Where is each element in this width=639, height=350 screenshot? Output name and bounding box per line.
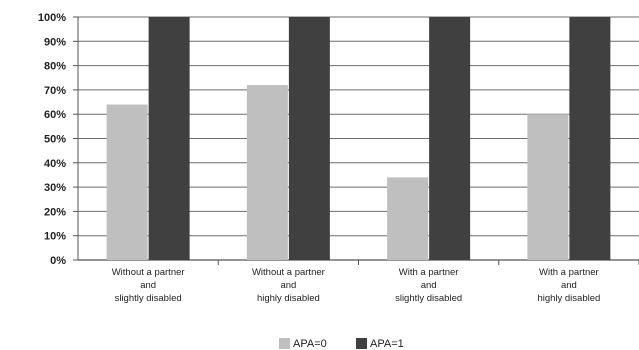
legend-swatch-apa0 [279,338,290,349]
y-tick-label: 100% [38,12,66,24]
x-category-label: Without a partner and slightly disabled [112,267,185,304]
y-tick-label: 20% [44,206,66,218]
bar-apa0-3 [387,177,429,260]
bar-apa1-2 [288,17,330,260]
y-tick-label: 30% [44,182,66,194]
y-tick-label: 90% [44,36,66,48]
bar-apa0-2 [246,85,288,260]
bar-apa0-4 [527,114,569,260]
y-tick-label: 40% [44,158,66,170]
x-category-label: With a partner and highly disabled [537,267,600,304]
y-tick-label: 70% [44,85,66,97]
legend: APA=0 APA=1 [279,338,404,350]
legend-label-apa0: APA=0 [293,338,327,350]
y-axis-ticks: 0% 10% 20% 30% 40% 50% 60% 70% 80% 90% 100% [38,12,66,267]
bar-apa1-1 [148,17,190,260]
y-tick-label: 80% [44,61,66,73]
y-tick-label: 50% [44,134,66,146]
bar-apa1-4 [569,17,611,260]
legend-swatch-apa1 [356,338,367,349]
bar-apa1-3 [429,17,471,260]
bars [106,17,611,260]
y-tick-label: 10% [44,231,66,243]
x-category-label: Without a partner and highly disabled [252,267,325,304]
x-category-label: With a partner and slightly disabled [395,267,462,304]
y-tick-label: 0% [50,255,66,267]
x-axis-labels: Without a partner and slightly disabled Wit… [112,267,601,304]
bar-apa0-1 [106,104,148,260]
y-tick-label: 60% [44,109,66,121]
legend-label-apa1: APA=1 [370,338,404,350]
